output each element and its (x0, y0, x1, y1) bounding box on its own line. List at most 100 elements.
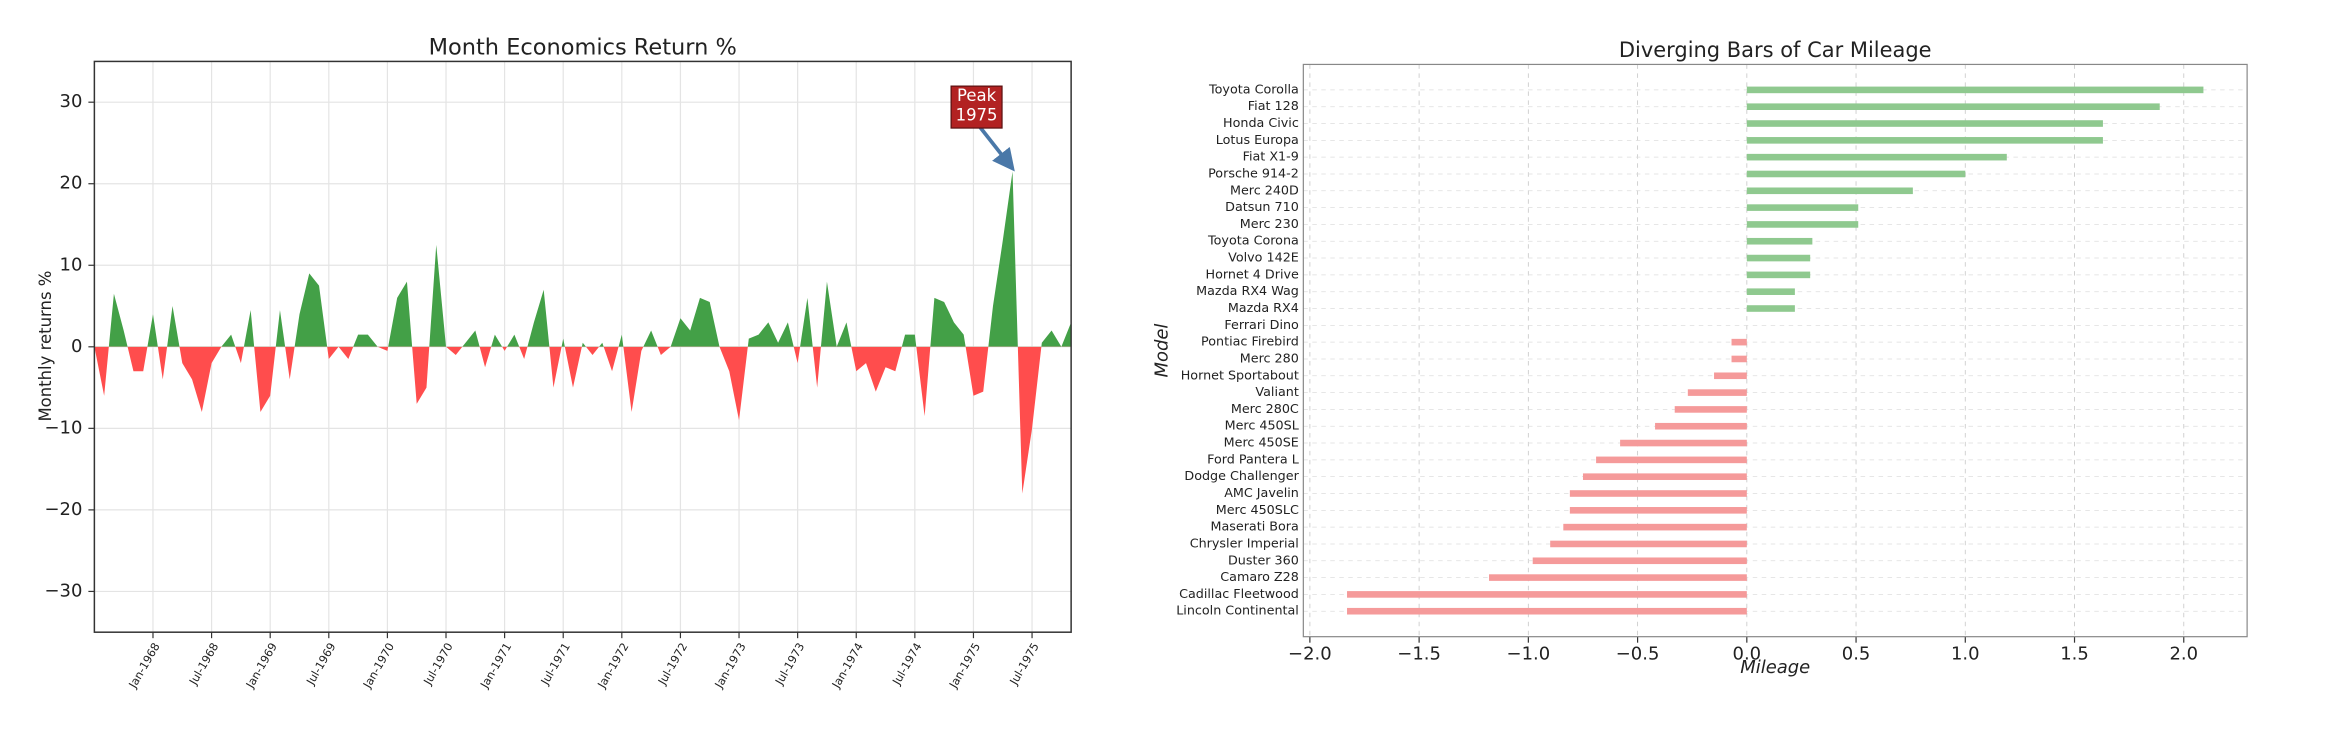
y-tick-label: Merc 450SE (1224, 436, 1299, 451)
y-tick-label: 20 (60, 173, 83, 194)
bar (1746, 271, 1811, 279)
x-tick-label: Jul-1970 (421, 641, 456, 688)
y-tick-label: 30 (60, 91, 83, 112)
annotation-box (950, 85, 1003, 129)
bar (1714, 372, 1747, 380)
y-tick-label: 0 (71, 336, 82, 357)
x-tick-label: Jan-1968 (126, 641, 163, 692)
annotation-text: 1975 (956, 106, 998, 125)
y-tick-label: Lotus Europa (1216, 133, 1299, 148)
bar (1746, 254, 1811, 262)
y-tick-label: 10 (60, 254, 83, 275)
bar (1746, 170, 1966, 178)
y-tick-label: Volvo 142E (1228, 251, 1299, 266)
x-tick-label: Jan-1970 (360, 641, 397, 692)
y-tick-label: Fiat 128 (1248, 99, 1299, 114)
bar (1746, 305, 1795, 312)
y-tick-label: Cadillac Fleetwood (1179, 587, 1299, 602)
y-tick-label: Porsche 914-2 (1208, 166, 1299, 181)
y-tick-label: Camaro Z28 (1220, 570, 1299, 585)
x-tick-label: Jul-1975 (1007, 641, 1042, 688)
plot-frame (1302, 63, 2248, 638)
x-tick-label: 2.0 (2169, 644, 2198, 665)
bar (1550, 540, 1747, 548)
y-tick-label: Lincoln Continental (1176, 604, 1299, 619)
plot-frame (93, 60, 1072, 633)
annotation-text: Peak (957, 86, 997, 105)
x-tick-label: 0.0 (1733, 644, 1762, 665)
bar (1731, 355, 1747, 363)
bar (1746, 288, 1795, 295)
bar (1655, 422, 1747, 430)
bar (1620, 439, 1747, 447)
y-tick-label: −30 (44, 580, 82, 601)
y-tick-label: Maserati Bora (1210, 520, 1298, 535)
x-tick-label: −0.5 (1616, 644, 1660, 665)
y-tick-label: −20 (44, 499, 82, 520)
y-tick-label: Merc 450SL (1225, 419, 1300, 434)
bar (1746, 153, 2007, 161)
y-tick-label: Toyota Corona (1207, 234, 1299, 249)
x-tick-label: Jan-1969 (243, 641, 280, 692)
x-tick-label: Jan-1972 (595, 641, 632, 692)
y-tick-label: Dodge Challenger (1184, 469, 1299, 484)
negative-area (94, 346, 1072, 494)
y-axis-label: Monthly returns % (36, 271, 55, 422)
y-tick-label: Duster 360 (1228, 553, 1299, 568)
x-tick-label: −1.5 (1397, 644, 1441, 665)
y-tick-label: Fiat X1-9 (1243, 150, 1299, 165)
bar (1532, 557, 1747, 565)
y-tick-label: Mazda RX4 Wag (1196, 284, 1299, 299)
x-tick-label: Jul-1968 (186, 641, 221, 688)
x-axis-label: Mileage (1740, 657, 1810, 678)
x-tick-label: Jan-1973 (712, 641, 749, 692)
x-tick-label: Jul-1971 (538, 641, 573, 688)
x-tick-label: Jan-1975 (946, 641, 983, 692)
bar (1582, 473, 1747, 480)
x-tick-label: Jul-1973 (772, 641, 807, 688)
y-tick-label: Toyota Corolla (1208, 82, 1299, 97)
y-tick-label: Merc 280C (1231, 402, 1299, 417)
x-tick-label: 1.5 (2060, 644, 2089, 665)
bar (1746, 237, 1813, 245)
chart-title: Month Economics Return % (429, 34, 737, 60)
annotation-arrow (978, 125, 1015, 172)
y-tick-label: Pontiac Firebird (1201, 335, 1299, 350)
bar (1731, 338, 1747, 346)
bar (1746, 137, 2103, 144)
x-tick-label: −1.0 (1507, 644, 1551, 665)
y-tick-label: Honda Civic (1223, 116, 1299, 131)
y-tick-label: Merc 240D (1230, 183, 1299, 198)
y-tick-label: Chrysler Imperial (1190, 536, 1299, 551)
x-tick-label: Jul-1969 (304, 641, 339, 688)
positive-area (94, 171, 1072, 347)
bar (1687, 389, 1747, 396)
x-tick-label: Jan-1971 (478, 641, 515, 692)
bar (1746, 204, 1859, 211)
bar (1489, 574, 1747, 581)
bar (1596, 456, 1747, 464)
y-tick-label: Datsun 710 (1225, 200, 1299, 215)
bar (1746, 86, 2204, 94)
y-tick-label: Hornet 4 Drive (1206, 267, 1299, 282)
y-tick-label: Ferrari Dino (1224, 318, 1299, 333)
x-tick-label: Jul-1972 (655, 641, 690, 688)
chart-title: Diverging Bars of Car Mileage (1619, 38, 1932, 62)
bar (1746, 120, 2103, 127)
x-tick-label: Jan-1974 (829, 641, 866, 692)
bar (1347, 607, 1747, 615)
x-tick-label: 0.5 (1842, 644, 1871, 665)
y-axis-label: Model (1152, 324, 1173, 378)
y-tick-label: Merc 280 (1240, 351, 1299, 366)
y-tick-label: Merc 450SLC (1216, 503, 1299, 518)
bar (1746, 187, 1913, 195)
y-tick-label: Hornet Sportabout (1181, 368, 1299, 383)
y-tick-label: AMC Javelin (1224, 486, 1299, 501)
bar (1674, 406, 1747, 413)
y-tick-label: Mazda RX4 (1228, 301, 1299, 316)
y-tick-label: Merc 230 (1240, 217, 1299, 232)
x-tick-label: Jul-1974 (890, 641, 925, 688)
x-tick-label: −2.0 (1288, 644, 1332, 665)
bar (1569, 490, 1747, 497)
